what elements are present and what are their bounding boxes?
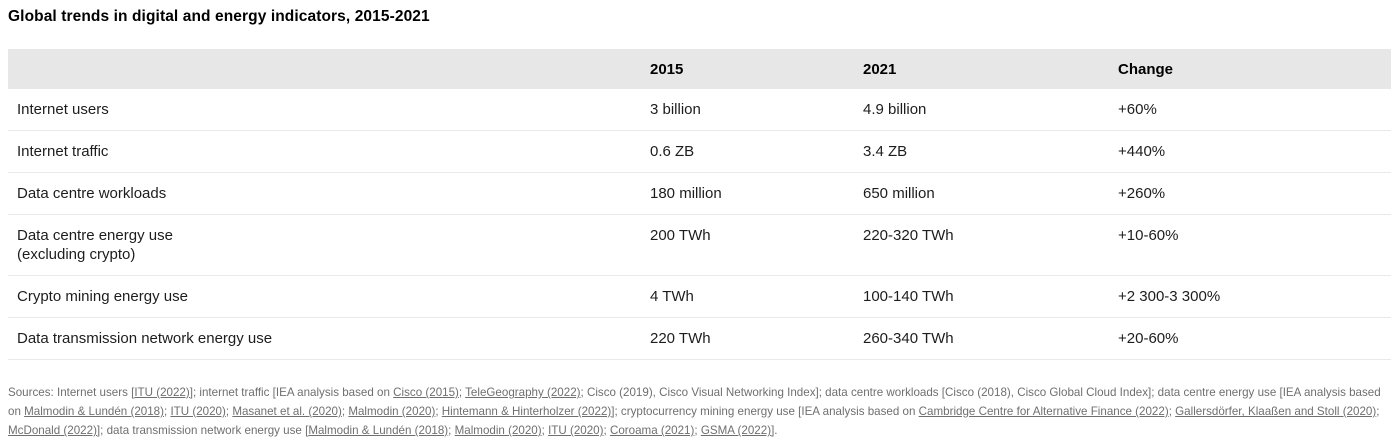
table-row: Internet users 3 billion 4.9 billion +60… (8, 89, 1391, 131)
footnote-text: ; (448, 424, 455, 437)
table-header-row: 2015 2021 Change (8, 49, 1391, 89)
source-link[interactable]: Masanet et al. (2020) (232, 405, 342, 418)
row-label: Data centre workloads (8, 172, 650, 215)
source-link[interactable]: Cambridge Centre for Alternative Finance… (918, 405, 1169, 418)
footnote-text: ; (435, 405, 442, 418)
footnote-text: ; (341, 405, 349, 418)
value-change: +260% (1118, 172, 1391, 215)
column-header-2021: 2021 (863, 61, 897, 78)
value-2021: 4.9 billion (863, 89, 1118, 131)
source-link[interactable]: Gallersdörfer, Klaaßen and Stoll (2020) (1175, 405, 1377, 418)
value-2015: 0.6 ZB (650, 130, 863, 173)
source-link[interactable]: ITU (2020) (548, 424, 604, 437)
value-change: +10-60% (1118, 214, 1391, 276)
page-title: Global trends in digital and energy indi… (8, 8, 430, 25)
value-2015: 4 TWh (650, 275, 863, 318)
sources-footnote: Sources: Internet users [ITU (2022)]; in… (8, 383, 1391, 438)
row-label: Data centre energy use (excluding crypto… (8, 214, 650, 276)
source-link[interactable]: Malmodin (2020) (454, 424, 542, 437)
row-label: Internet traffic (8, 130, 650, 173)
source-link[interactable]: Cisco (2015) (393, 386, 459, 399)
source-link[interactable]: Malmodin & Lundén (2018) (24, 405, 164, 418)
column-header-2015: 2015 (650, 61, 684, 78)
value-change: +440% (1118, 130, 1391, 173)
footnote-text: ; (458, 386, 466, 399)
value-2021: 3.4 ZB (863, 130, 1118, 173)
source-link[interactable]: ITU (2022)] (134, 386, 193, 399)
value-2021: 650 million (863, 172, 1118, 215)
column-header-change: Change (1118, 61, 1174, 78)
footnote-text: ; (603, 424, 610, 437)
value-2015: 180 million (650, 172, 863, 215)
value-2015: 220 TWh (650, 317, 863, 360)
value-change: +60% (1118, 89, 1391, 131)
indicators-table: 2015 2021 Change Internet users 3 billio… (8, 49, 1391, 360)
footnote-text: ; (1168, 405, 1176, 418)
source-link[interactable]: GSMA (2022)] (700, 424, 775, 437)
value-2021: 220-320 TWh (863, 214, 1118, 276)
row-label: Internet users (8, 89, 650, 131)
footnote-text: ; internet traffic [IEA analysis based o… (192, 386, 394, 399)
source-link[interactable]: McDonald (2022)] (8, 424, 101, 437)
table-row: Data centre energy use (excluding crypto… (8, 214, 1391, 276)
value-2021: 260-340 TWh (863, 317, 1118, 360)
source-link[interactable]: Coroama (2021) (609, 424, 695, 437)
source-link[interactable]: ITU (2020) (170, 405, 226, 418)
value-2021: 100-140 TWh (863, 275, 1118, 318)
table-row: Internet traffic 0.6 ZB 3.4 ZB +440% (8, 130, 1391, 173)
row-label: Crypto mining energy use (8, 275, 650, 318)
table-row: Data transmission network energy use 220… (8, 317, 1391, 360)
footnote-text: ; Cisco (2019), Cisco Visual Networking … (8, 386, 1381, 418)
footnote-text: ; (225, 405, 233, 418)
footnote-text: ; (541, 424, 549, 437)
source-link[interactable]: Malmodin (2020) (348, 405, 436, 418)
value-change: +20-60% (1118, 317, 1391, 360)
source-link[interactable]: Malmodin & Lundén (2018) (308, 424, 449, 437)
column-header-indicator (8, 49, 650, 89)
footnote-text: ; cryptocurrency mining energy use [IEA … (614, 405, 919, 418)
value-2015: 3 billion (650, 89, 863, 131)
table-row: Data centre workloads 180 million 650 mi… (8, 172, 1391, 215)
footnote-text: ; (163, 405, 171, 418)
footnote-text: ; data transmission network energy use [ (100, 424, 309, 437)
footnote-text: Sources: Internet users [ (8, 386, 135, 399)
source-link[interactable]: TeleGeography (2022) (465, 386, 581, 399)
value-2015: 200 TWh (650, 214, 863, 276)
source-link[interactable]: Hintemann & Hinterholzer (2022)] (441, 405, 615, 418)
footnote-text: ; (1376, 405, 1380, 418)
footnote-text: ; (694, 424, 701, 437)
row-label: Data transmission network energy use (8, 317, 650, 360)
value-change: +2 300-3 300% (1118, 275, 1391, 318)
table-row: Crypto mining energy use 4 TWh 100-140 T… (8, 275, 1391, 318)
footnote-text: . (774, 424, 778, 437)
